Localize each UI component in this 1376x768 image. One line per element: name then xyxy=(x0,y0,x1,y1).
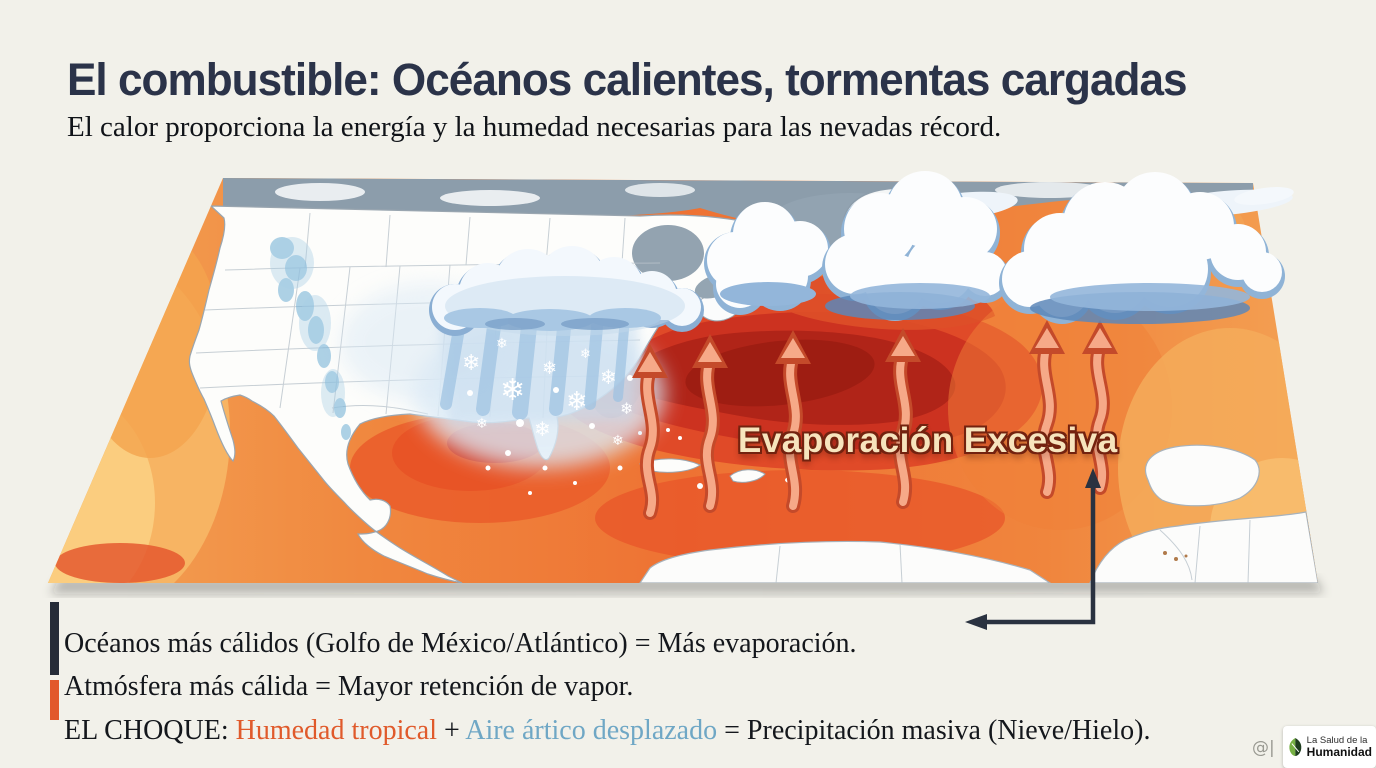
logo-line-2: Humanidad xyxy=(1306,744,1372,759)
svg-text:❄: ❄ xyxy=(534,417,551,441)
mountain-snow-speckles xyxy=(270,237,351,440)
logo-text: La Salud de la Humanidad xyxy=(1306,734,1372,759)
cumulus-cloud-icon xyxy=(822,171,1018,321)
clash-tropical-text: Humedad tropical xyxy=(235,715,437,746)
clash-plus: + xyxy=(436,715,466,746)
hispaniola xyxy=(729,469,766,483)
brand-logo: La Salud de la Humanidad xyxy=(1283,726,1376,768)
fact-bar-orange xyxy=(50,680,59,720)
clash-prefix: EL CHOQUE: xyxy=(64,715,236,746)
broadcast-icon: @| xyxy=(1252,738,1275,758)
clash-suffix: = Precipitación masiva (Nieve/Hielo). xyxy=(717,715,1151,746)
svg-text:❄: ❄ xyxy=(476,416,488,432)
hudson-bay xyxy=(632,225,704,281)
map-illustration: ❄❄ ❄❄ ❄❄ ❄❄ ❄❄ ❄❄ xyxy=(48,171,1324,594)
page-subtitle: El calor proporciona la energía y la hum… xyxy=(67,111,1002,143)
evaporation-arrow-icon xyxy=(632,344,668,520)
fact-line-oceans-text: Océanos más cálidos (Golfo de México/Atl… xyxy=(64,628,857,659)
clash-arctic-text: Aire ártico desplazado xyxy=(465,715,718,746)
svg-text:❄: ❄ xyxy=(580,347,591,362)
cuba xyxy=(638,458,701,473)
svg-text:❄: ❄ xyxy=(612,433,624,449)
evaporation-label: Evaporación Excesiva xyxy=(738,421,1118,460)
cumulus-cloud-icon xyxy=(704,202,831,315)
evaporation-arrow-icon xyxy=(1029,320,1065,499)
snow-streaks xyxy=(440,309,630,420)
snowflakes-icon: ❄❄ ❄❄ ❄❄ ❄❄ ❄❄ ❄❄ xyxy=(462,336,658,495)
evaporation-arrow-icon xyxy=(692,334,728,513)
iberia-land xyxy=(1145,444,1260,507)
fact-bar-dark xyxy=(50,602,59,675)
svg-text:❄: ❄ xyxy=(500,373,525,408)
svg-text:❄: ❄ xyxy=(496,336,508,352)
svg-text:❄: ❄ xyxy=(600,365,617,389)
page-title: El combustible: Océanos calientes, torme… xyxy=(67,54,1188,105)
snow-cloud-icon xyxy=(429,246,704,336)
leaf-logo-icon xyxy=(1289,737,1302,757)
fact-line-atmosphere: Atmósfera más cálida = Mayor retención d… xyxy=(64,671,634,702)
fact-line-clash: EL CHOQUE: Humedad tropical + Aire ártic… xyxy=(64,715,1150,747)
fact-line-oceans: Océanos más cálidos (Golfo de México/Atl… xyxy=(64,628,857,660)
annotation-arrow-icon xyxy=(965,468,1101,630)
cumulus-cloud-icon xyxy=(999,172,1294,324)
evaporation-arrow-icon xyxy=(775,330,811,513)
svg-text:❄: ❄ xyxy=(566,387,588,417)
evaporation-arrow-icon xyxy=(885,328,921,509)
svg-text:❄: ❄ xyxy=(620,399,633,418)
south-america-land xyxy=(638,540,1053,583)
evaporation-arrow-icon xyxy=(1082,320,1118,495)
evaporation-arrows-icon xyxy=(632,320,1118,520)
svg-text:❄: ❄ xyxy=(462,351,480,376)
logo-line-1: La Salud de la xyxy=(1306,734,1368,746)
svg-text:❄: ❄ xyxy=(542,358,557,379)
